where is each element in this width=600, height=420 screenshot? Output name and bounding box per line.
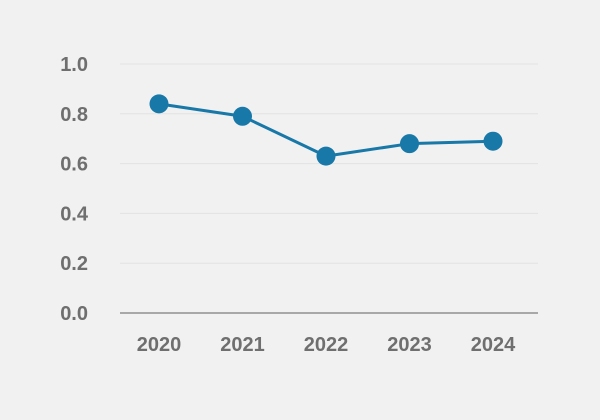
y-tick-label: 1.0 (60, 54, 88, 76)
y-tick-label: 0.8 (60, 104, 88, 126)
data-point (400, 134, 419, 154)
x-tick-label: 2022 (304, 334, 349, 356)
y-tick-label: 0.6 (60, 154, 88, 176)
y-tick-label: 0.2 (60, 253, 88, 275)
y-axis-ticks: 0.0 0.2 0.4 0.6 0.8 1.0 (60, 54, 89, 325)
x-tick-label: 2023 (387, 334, 432, 356)
data-point (483, 131, 503, 151)
data-point (233, 106, 252, 126)
y-tick-label: 0.0 (60, 303, 88, 325)
x-tick-label: 2024 (471, 334, 516, 356)
data-point (149, 94, 169, 114)
series-markers (149, 94, 503, 166)
y-tick-label: 0.4 (60, 203, 89, 225)
x-axis-ticks: 2020 2021 2022 2023 2024 (137, 334, 516, 356)
x-tick-label: 2020 (137, 334, 182, 356)
data-point (316, 146, 336, 166)
x-tick-label: 2021 (220, 334, 265, 356)
